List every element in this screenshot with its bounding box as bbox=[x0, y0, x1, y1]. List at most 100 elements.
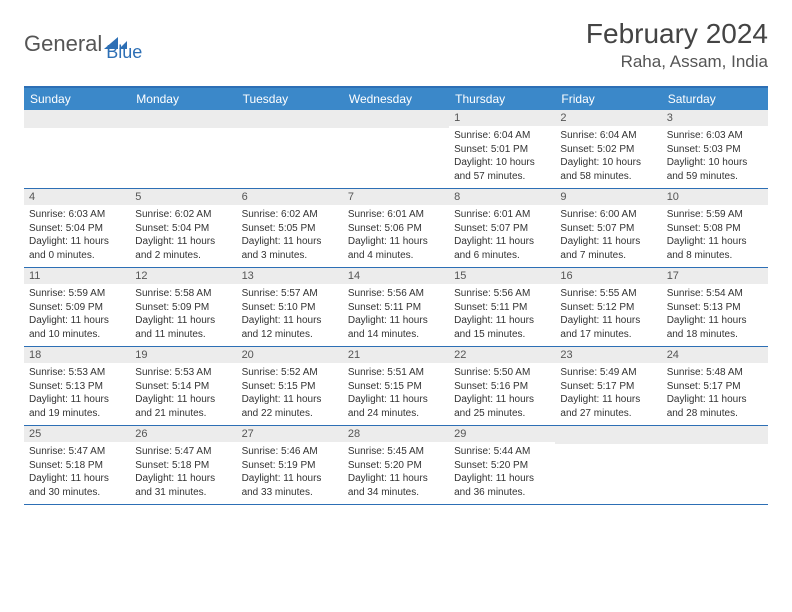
day-number: 3 bbox=[662, 110, 768, 126]
day-body: Sunrise: 5:55 AMSunset: 5:12 PMDaylight:… bbox=[555, 284, 661, 346]
day-header: Saturday bbox=[662, 88, 768, 110]
day-body: Sunrise: 5:48 AMSunset: 5:17 PMDaylight:… bbox=[662, 363, 768, 425]
day-body: Sunrise: 5:45 AMSunset: 5:20 PMDaylight:… bbox=[343, 442, 449, 504]
day-cell bbox=[130, 110, 236, 188]
day-number: 19 bbox=[130, 347, 236, 363]
day-cell: 27Sunrise: 5:46 AMSunset: 5:19 PMDayligh… bbox=[237, 426, 343, 504]
day-cell: 14Sunrise: 5:56 AMSunset: 5:11 PMDayligh… bbox=[343, 268, 449, 346]
day-cell: 20Sunrise: 5:52 AMSunset: 5:15 PMDayligh… bbox=[237, 347, 343, 425]
empty-day-bar bbox=[24, 110, 130, 128]
day-cell: 4Sunrise: 6:03 AMSunset: 5:04 PMDaylight… bbox=[24, 189, 130, 267]
day-cell: 25Sunrise: 5:47 AMSunset: 5:18 PMDayligh… bbox=[24, 426, 130, 504]
day-number: 28 bbox=[343, 426, 449, 442]
title-block: February 2024 Raha, Assam, India bbox=[586, 18, 768, 72]
day-cell: 3Sunrise: 6:03 AMSunset: 5:03 PMDaylight… bbox=[662, 110, 768, 188]
day-cell bbox=[343, 110, 449, 188]
day-cell: 6Sunrise: 6:02 AMSunset: 5:05 PMDaylight… bbox=[237, 189, 343, 267]
day-cell: 10Sunrise: 5:59 AMSunset: 5:08 PMDayligh… bbox=[662, 189, 768, 267]
day-body: Sunrise: 5:47 AMSunset: 5:18 PMDaylight:… bbox=[24, 442, 130, 504]
day-header: Wednesday bbox=[343, 88, 449, 110]
calendar: SundayMondayTuesdayWednesdayThursdayFrid… bbox=[24, 86, 768, 505]
day-cell: 21Sunrise: 5:51 AMSunset: 5:15 PMDayligh… bbox=[343, 347, 449, 425]
day-number: 14 bbox=[343, 268, 449, 284]
empty-day-bar bbox=[662, 426, 768, 444]
empty-day-bar bbox=[343, 110, 449, 128]
day-number: 26 bbox=[130, 426, 236, 442]
day-header: Tuesday bbox=[237, 88, 343, 110]
day-cell: 11Sunrise: 5:59 AMSunset: 5:09 PMDayligh… bbox=[24, 268, 130, 346]
day-body: Sunrise: 5:51 AMSunset: 5:15 PMDaylight:… bbox=[343, 363, 449, 425]
week-row: 25Sunrise: 5:47 AMSunset: 5:18 PMDayligh… bbox=[24, 426, 768, 505]
empty-day-bar bbox=[130, 110, 236, 128]
header: General Blue February 2024 Raha, Assam, … bbox=[24, 18, 768, 72]
day-number: 22 bbox=[449, 347, 555, 363]
day-number: 15 bbox=[449, 268, 555, 284]
day-number: 4 bbox=[24, 189, 130, 205]
day-body: Sunrise: 5:44 AMSunset: 5:20 PMDaylight:… bbox=[449, 442, 555, 504]
day-cell: 18Sunrise: 5:53 AMSunset: 5:13 PMDayligh… bbox=[24, 347, 130, 425]
day-number: 11 bbox=[24, 268, 130, 284]
day-body: Sunrise: 5:57 AMSunset: 5:10 PMDaylight:… bbox=[237, 284, 343, 346]
day-number: 27 bbox=[237, 426, 343, 442]
week-row: 18Sunrise: 5:53 AMSunset: 5:13 PMDayligh… bbox=[24, 347, 768, 426]
day-number: 8 bbox=[449, 189, 555, 205]
day-cell: 2Sunrise: 6:04 AMSunset: 5:02 PMDaylight… bbox=[555, 110, 661, 188]
day-number: 25 bbox=[24, 426, 130, 442]
day-header: Sunday bbox=[24, 88, 130, 110]
day-body: Sunrise: 5:56 AMSunset: 5:11 PMDaylight:… bbox=[449, 284, 555, 346]
day-cell: 24Sunrise: 5:48 AMSunset: 5:17 PMDayligh… bbox=[662, 347, 768, 425]
day-number: 10 bbox=[662, 189, 768, 205]
day-number: 12 bbox=[130, 268, 236, 284]
day-header: Monday bbox=[130, 88, 236, 110]
day-number: 5 bbox=[130, 189, 236, 205]
day-number: 13 bbox=[237, 268, 343, 284]
day-cell: 9Sunrise: 6:00 AMSunset: 5:07 PMDaylight… bbox=[555, 189, 661, 267]
day-cell bbox=[555, 426, 661, 504]
week-row: 11Sunrise: 5:59 AMSunset: 5:09 PMDayligh… bbox=[24, 268, 768, 347]
brand-part1: General bbox=[24, 31, 102, 57]
empty-day-bar bbox=[237, 110, 343, 128]
day-body: Sunrise: 5:54 AMSunset: 5:13 PMDaylight:… bbox=[662, 284, 768, 346]
day-header: Thursday bbox=[449, 88, 555, 110]
day-body: Sunrise: 5:53 AMSunset: 5:13 PMDaylight:… bbox=[24, 363, 130, 425]
day-cell bbox=[237, 110, 343, 188]
location-label: Raha, Assam, India bbox=[586, 52, 768, 72]
day-number: 9 bbox=[555, 189, 661, 205]
day-body: Sunrise: 6:04 AMSunset: 5:01 PMDaylight:… bbox=[449, 126, 555, 188]
day-cell: 12Sunrise: 5:58 AMSunset: 5:09 PMDayligh… bbox=[130, 268, 236, 346]
empty-day-bar bbox=[555, 426, 661, 444]
day-body: Sunrise: 6:04 AMSunset: 5:02 PMDaylight:… bbox=[555, 126, 661, 188]
day-cell: 8Sunrise: 6:01 AMSunset: 5:07 PMDaylight… bbox=[449, 189, 555, 267]
day-body: Sunrise: 6:02 AMSunset: 5:04 PMDaylight:… bbox=[130, 205, 236, 267]
week-row: 1Sunrise: 6:04 AMSunset: 5:01 PMDaylight… bbox=[24, 110, 768, 189]
day-cell: 15Sunrise: 5:56 AMSunset: 5:11 PMDayligh… bbox=[449, 268, 555, 346]
day-body: Sunrise: 5:49 AMSunset: 5:17 PMDaylight:… bbox=[555, 363, 661, 425]
day-header: Friday bbox=[555, 88, 661, 110]
day-header-row: SundayMondayTuesdayWednesdayThursdayFrid… bbox=[24, 88, 768, 110]
day-cell: 26Sunrise: 5:47 AMSunset: 5:18 PMDayligh… bbox=[130, 426, 236, 504]
day-body: Sunrise: 6:01 AMSunset: 5:07 PMDaylight:… bbox=[449, 205, 555, 267]
day-body: Sunrise: 5:59 AMSunset: 5:08 PMDaylight:… bbox=[662, 205, 768, 267]
day-number: 16 bbox=[555, 268, 661, 284]
day-cell: 22Sunrise: 5:50 AMSunset: 5:16 PMDayligh… bbox=[449, 347, 555, 425]
day-cell: 5Sunrise: 6:02 AMSunset: 5:04 PMDaylight… bbox=[130, 189, 236, 267]
day-body: Sunrise: 5:58 AMSunset: 5:09 PMDaylight:… bbox=[130, 284, 236, 346]
brand-part2: Blue bbox=[106, 42, 142, 63]
week-row: 4Sunrise: 6:03 AMSunset: 5:04 PMDaylight… bbox=[24, 189, 768, 268]
day-cell: 16Sunrise: 5:55 AMSunset: 5:12 PMDayligh… bbox=[555, 268, 661, 346]
day-number: 1 bbox=[449, 110, 555, 126]
day-body: Sunrise: 6:01 AMSunset: 5:06 PMDaylight:… bbox=[343, 205, 449, 267]
day-cell: 28Sunrise: 5:45 AMSunset: 5:20 PMDayligh… bbox=[343, 426, 449, 504]
day-body: Sunrise: 5:52 AMSunset: 5:15 PMDaylight:… bbox=[237, 363, 343, 425]
day-cell bbox=[662, 426, 768, 504]
day-body: Sunrise: 5:50 AMSunset: 5:16 PMDaylight:… bbox=[449, 363, 555, 425]
day-cell bbox=[24, 110, 130, 188]
day-number: 23 bbox=[555, 347, 661, 363]
day-number: 7 bbox=[343, 189, 449, 205]
day-body: Sunrise: 6:03 AMSunset: 5:03 PMDaylight:… bbox=[662, 126, 768, 188]
month-title: February 2024 bbox=[586, 18, 768, 50]
day-cell: 19Sunrise: 5:53 AMSunset: 5:14 PMDayligh… bbox=[130, 347, 236, 425]
day-body: Sunrise: 5:46 AMSunset: 5:19 PMDaylight:… bbox=[237, 442, 343, 504]
day-body: Sunrise: 6:02 AMSunset: 5:05 PMDaylight:… bbox=[237, 205, 343, 267]
day-cell: 29Sunrise: 5:44 AMSunset: 5:20 PMDayligh… bbox=[449, 426, 555, 504]
